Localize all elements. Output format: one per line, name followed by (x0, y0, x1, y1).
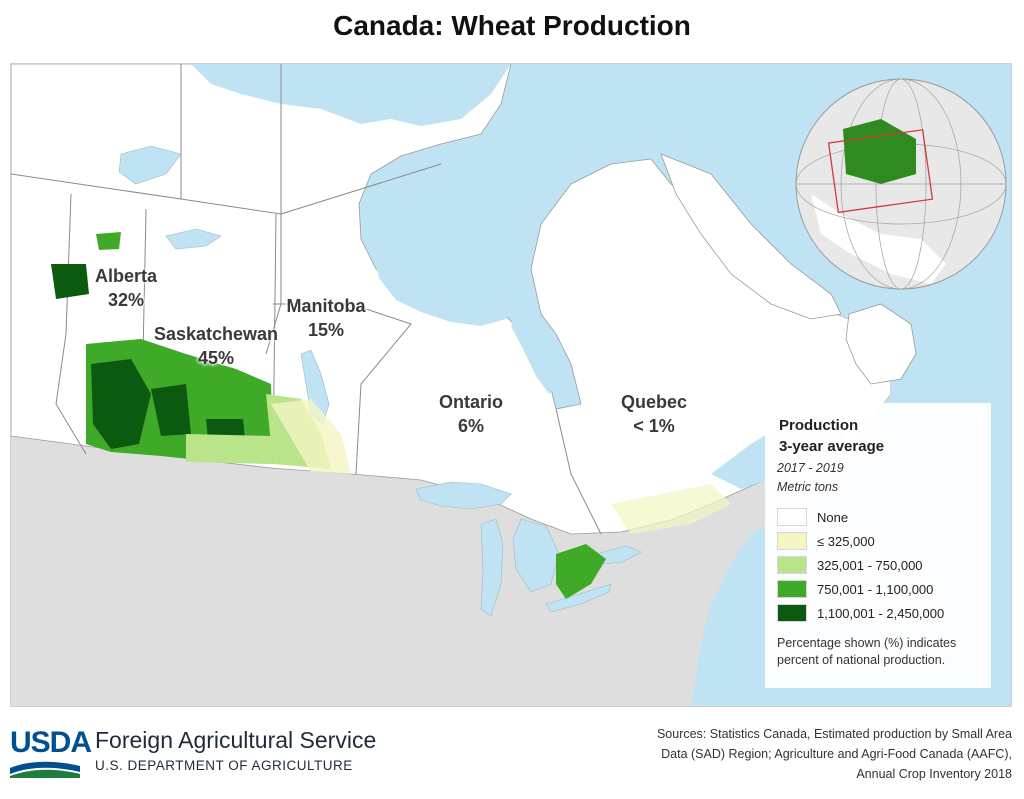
province-name-saskatchewan: Saskatchewan (153, 324, 279, 344)
province-name-quebec: Quebec (620, 392, 688, 412)
province-share-alberta: 32% (107, 290, 145, 310)
legend-subtitle: 3-year average (779, 438, 885, 455)
legend-period: 2017 - 2019 (777, 461, 844, 475)
lake-superior (415, 481, 512, 510)
newfoundland (845, 303, 917, 385)
province-share-ontario: 6% (457, 416, 484, 436)
great-bear-lake (118, 145, 182, 185)
legend-label: ≤ 325,000 (817, 533, 875, 549)
legend-item: None (777, 505, 979, 529)
legend-item: 750,001 - 1,100,000 (777, 577, 979, 601)
province-share-quebec: < 1% (633, 416, 675, 436)
legend-item: ≤ 325,000 (777, 529, 979, 553)
legend-items: None ≤ 325,000 325,001 - 750,000 750,001 - … (777, 505, 979, 625)
legend-label: 1,100,001 - 2,450,000 (817, 605, 945, 621)
hudson-bay (371, 164, 531, 326)
province-label-alberta: Alberta 32% (86, 264, 166, 312)
province-label-manitoba: Manitoba 15% (276, 294, 376, 342)
labrador (660, 153, 842, 320)
legend-note: Percentage shown (%) indicates percent o… (777, 636, 957, 667)
map-legend: Production 3-year average 2017 - 2019 Me… (765, 403, 991, 688)
legend-item: 1,100,001 - 2,450,000 (777, 601, 979, 625)
map-canvas (11, 64, 1011, 706)
map-area[interactable]: Alberta 32% Saskatchewan 45% Manitoba 15… (10, 63, 1012, 707)
legend-label: None (817, 509, 849, 525)
legend-swatch (777, 604, 807, 622)
legend-unit: Metric tons (777, 480, 839, 494)
province-share-saskatchewan: 45% (197, 348, 235, 368)
wheat-production-shading (51, 232, 731, 599)
legend-swatch (777, 556, 807, 574)
lake-huron (512, 518, 560, 593)
legend-label: 325,001 - 750,000 (817, 557, 923, 573)
legend-swatch (777, 580, 807, 598)
legend-swatch (777, 508, 807, 526)
legend-item: 325,001 - 750,000 (777, 553, 979, 577)
legend-title: Production (779, 417, 859, 434)
province-name-alberta: Alberta (94, 266, 157, 286)
great-slave-lake (165, 228, 222, 250)
department-name: U.S. DEPARTMENT OF AGRICULTURE (95, 758, 353, 773)
map-title: Canada: Wheat Production (333, 10, 691, 41)
province-label-ontario: Ontario 6% (426, 390, 516, 438)
sources-text: Sources: Statistics Canada, Estimated pr… (656, 727, 1012, 781)
province-name-manitoba: Manitoba (286, 296, 366, 316)
province-label-saskatchewan: Saskatchewan 45% (141, 322, 291, 370)
lake-winnipeg (300, 349, 330, 425)
province-share-manitoba: 15% (307, 320, 345, 340)
usda-logo: USDA (10, 726, 92, 783)
arctic-water (191, 64, 511, 126)
globe-inset (795, 78, 1007, 290)
province-label-quebec: Quebec < 1% (609, 390, 699, 438)
james-bay (511, 314, 559, 394)
usda-logo-swoosh (10, 761, 80, 778)
lake-erie (545, 583, 612, 613)
agency-name: Foreign Agricultural Service (95, 727, 377, 753)
usda-logo-text: USDA (10, 726, 92, 759)
lake-michigan (480, 518, 504, 617)
united-states-land (11, 436, 801, 706)
legend-swatch (777, 532, 807, 550)
province-name-ontario: Ontario (438, 392, 503, 412)
legend-label: 750,001 - 1,100,000 (817, 581, 934, 597)
